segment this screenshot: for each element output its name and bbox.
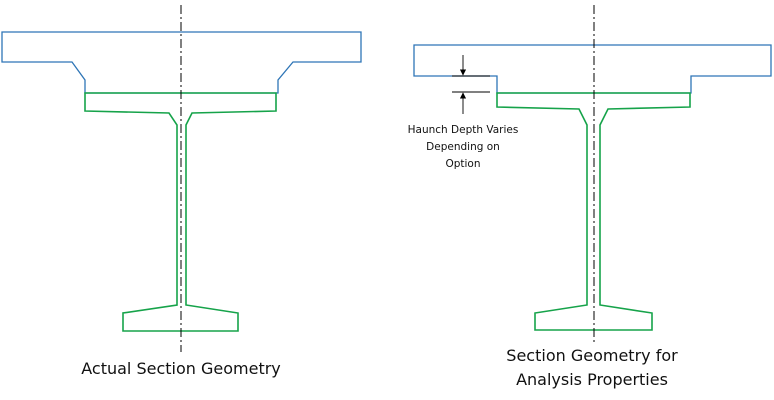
right-caption-line1: Section Geometry for	[506, 346, 678, 365]
left-deck-slab	[1, 31, 362, 94]
haunch-note-line3: Option	[445, 158, 480, 170]
right-section: Haunch Depth Varies Depending on Option …	[408, 5, 772, 389]
left-girder	[84, 92, 277, 332]
right-deck-slab	[413, 44, 772, 94]
haunch-note-line2: Depending on	[426, 141, 500, 153]
left-section: Actual Section Geometry	[1, 5, 362, 378]
haunch-note-line1: Haunch Depth Varies	[408, 124, 519, 136]
right-girder	[496, 92, 691, 331]
right-caption-line2: Analysis Properties	[516, 370, 668, 389]
left-caption: Actual Section Geometry	[81, 359, 281, 378]
